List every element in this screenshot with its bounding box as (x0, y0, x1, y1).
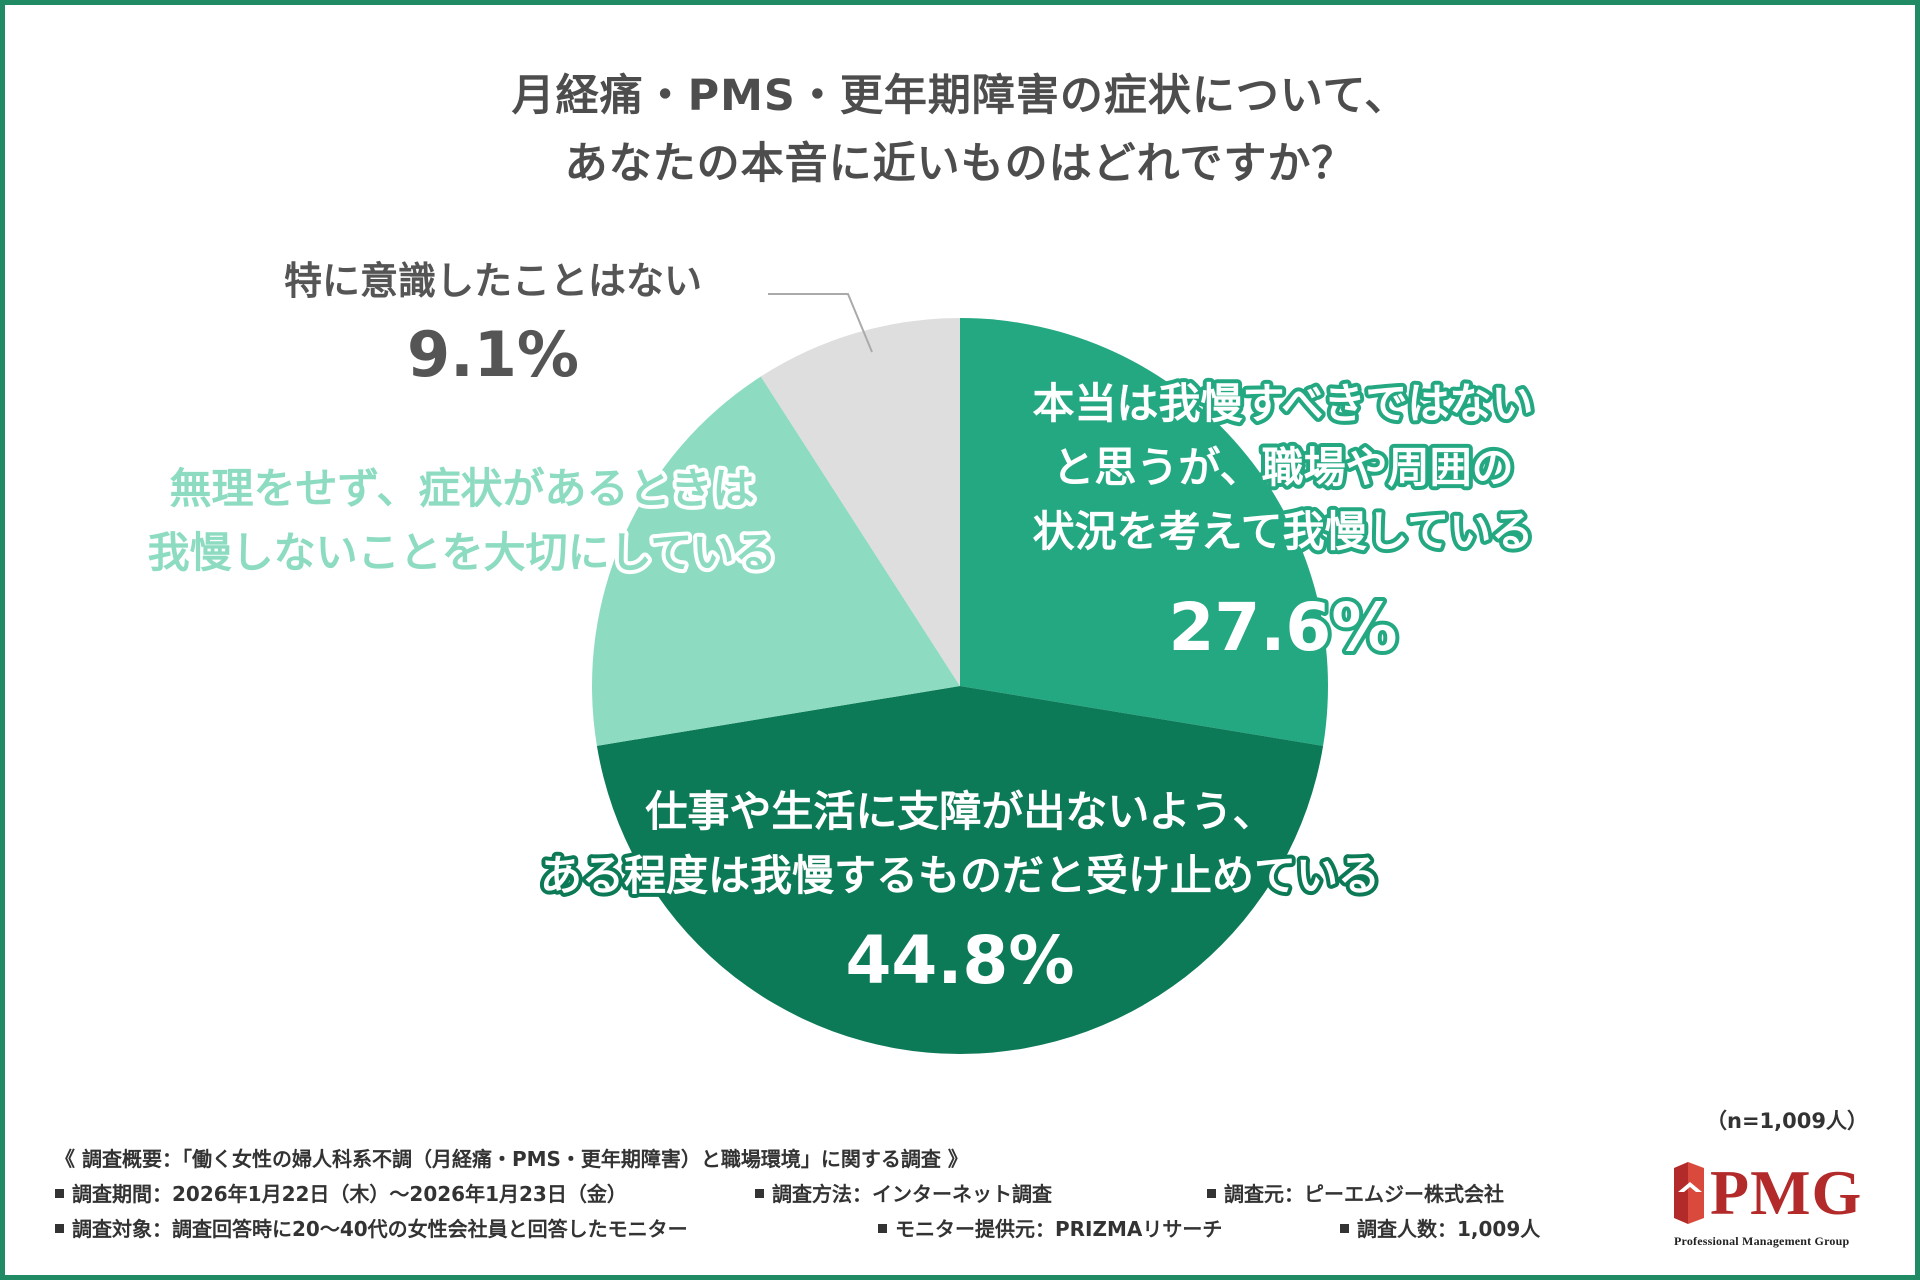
footer-line-summary: 《 調査概要：「働く女性の婦人科系不調（月経痛・PMS・更年期障害）と職場環境」… (55, 1142, 968, 1177)
slice-1-value-label: 27.6% (1169, 589, 1398, 666)
survey-method: 調査方法：インターネット調査 (772, 1182, 1052, 1206)
title-line-1: 月経痛・PMS・更年期障害の症状について、 (511, 71, 1409, 121)
slice-1-label-line-1: 本当は我慢すべきではない (1032, 379, 1533, 428)
slice-4-value-label: 9.1% (407, 318, 579, 391)
slice-3-value-label: 18.5% (348, 599, 577, 676)
leader-line (768, 293, 873, 353)
bullet-square-icon (878, 1224, 887, 1233)
pie-slice-4 (760, 318, 960, 686)
title-line-2: あなたの本音に近いものはどれですか？ (564, 139, 1356, 189)
slice-1-label-line-3: 状況を考えて我慢している (1033, 507, 1534, 556)
footer-line-2: 調査期間：2026年1月22日（木）〜2026年1月23日（金） 調査方法：イン… (55, 1177, 1504, 1212)
slice-2-value-label: 44.8% (846, 922, 1075, 999)
logo-subtext: Professional Management Group (1674, 1234, 1850, 1248)
survey-count: 調査人数：1,009人 (1357, 1217, 1541, 1241)
sample-size: （n=1,009人） (1706, 1109, 1868, 1133)
survey-footer: 《 調査概要：「働く女性の婦人科系不調（月経痛・PMS・更年期障害）と職場環境」… (55, 1142, 1540, 1247)
survey-summary: 《 調査概要：「働く女性の婦人科系不調（月経痛・PMS・更年期障害）と職場環境」… (55, 1147, 968, 1171)
bullet-square-icon (55, 1224, 64, 1233)
slice-2-label-line-2: ある程度は我慢するものだと受け止めている (540, 851, 1380, 900)
bullet-square-icon (755, 1189, 764, 1198)
pmg-logo: PMG Professional Management Group (1670, 1157, 1880, 1258)
slice-3-label-line-2: 我慢しないことを大切にしている (148, 528, 777, 577)
slice-1-label-line-2: と思うが、職場や周囲の (1052, 443, 1513, 492)
footer-line-3: 調査対象：調査回答時に20〜40代の女性会社員と回答したモニター モニター提供元… (55, 1212, 1540, 1247)
logo-mark-icon (1674, 1162, 1704, 1224)
slice-3-label-line-1: 無理をせず、症状があるときは (169, 464, 754, 513)
pie-slice-1 (960, 318, 1328, 746)
survey-source: 調査元：ピーエムジー株式会社 (1224, 1182, 1504, 1206)
slice-4-label-line-1: 特に意識したことはない (284, 259, 702, 303)
bullet-square-icon (55, 1189, 64, 1198)
chart-title: 月経痛・PMS・更年期障害の症状について、 あなたの本音に近いものはどれですか？ (0, 62, 1920, 198)
bullet-square-icon (1207, 1189, 1216, 1198)
slice-2-label-line-1: 仕事や生活に支障が出ないよう、 (645, 787, 1274, 836)
bullet-square-icon (1340, 1224, 1349, 1233)
pie-slice-2 (596, 686, 1324, 1055)
pie-slice-3 (592, 376, 960, 746)
survey-period: 調査期間：2026年1月22日（木）〜2026年1月23日（金） (72, 1182, 627, 1206)
survey-target: 調査対象：調査回答時に20〜40代の女性会社員と回答したモニター (72, 1217, 688, 1241)
survey-provider: モニター提供元：PRIZMAリサーチ (895, 1217, 1223, 1241)
logo-text: PMG (1710, 1157, 1863, 1228)
